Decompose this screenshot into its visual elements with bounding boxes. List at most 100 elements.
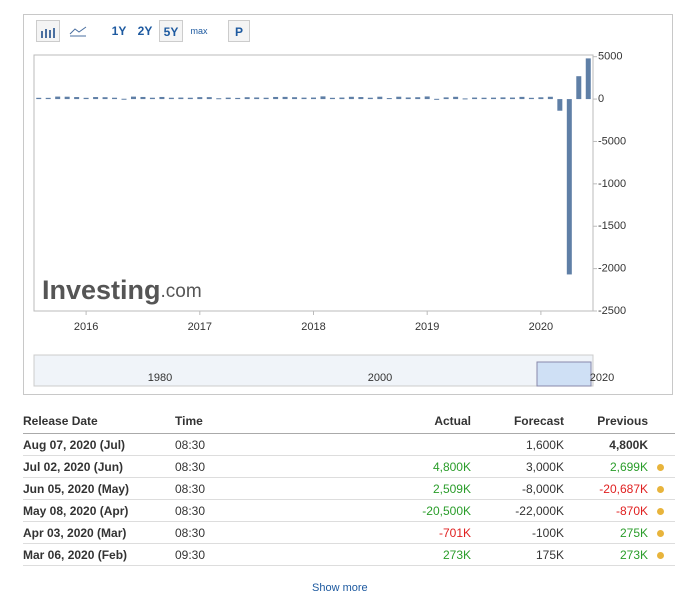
- bar: [159, 96, 165, 100]
- p-button[interactable]: P: [228, 20, 250, 42]
- bar: [424, 96, 430, 100]
- navigator-selection[interactable]: [536, 361, 592, 387]
- bar: [339, 97, 345, 100]
- bar: [55, 96, 61, 100]
- table-row: Aug 07, 2020 (Jul) 08:30 1,600K 4,800K: [23, 433, 675, 456]
- bar: [36, 97, 42, 100]
- table-row: May 08, 2020 (Apr) 08:30 -20,500K -22,000K -…: [23, 499, 675, 522]
- bar: [453, 96, 459, 100]
- bar: [538, 97, 544, 100]
- bar: [83, 97, 89, 100]
- bar: [187, 97, 193, 100]
- bar: [358, 97, 364, 100]
- header-cell: Previous: [564, 409, 648, 434]
- line-chart-button[interactable]: [66, 20, 90, 42]
- status-cell: [648, 521, 675, 544]
- bar: [528, 97, 534, 100]
- bar-chart-button[interactable]: [36, 20, 60, 42]
- table-row: Jun 05, 2020 (May) 08:30 2,509K -8,000K -20,…: [23, 477, 675, 500]
- bar: [396, 96, 402, 100]
- y-tick-label: 0: [598, 93, 604, 105]
- table-cell: -701K: [285, 521, 471, 544]
- navigator[interactable]: [33, 354, 594, 387]
- watermark-suffix: .com: [161, 281, 202, 302]
- table-cell: 2,699K: [564, 455, 648, 478]
- bar: [121, 98, 127, 100]
- status-dot: [657, 551, 664, 559]
- range-button[interactable]: 2Y: [137, 24, 153, 38]
- bar: [149, 97, 155, 100]
- bar: [130, 96, 136, 100]
- header-cell: Release Date: [23, 409, 175, 434]
- bar: [547, 96, 553, 100]
- table-cell: 273K: [285, 543, 471, 566]
- table-cell: 1,600K: [471, 433, 564, 456]
- x-tick-label: 2020: [529, 321, 553, 333]
- status-cell: [648, 499, 675, 522]
- table-row: Jul 02, 2020 (Jun) 08:30 4,800K 3,000K 2,699…: [23, 455, 675, 478]
- table-cell: Apr 03, 2020 (Mar): [23, 521, 175, 544]
- table-cell: May 08, 2020 (Apr): [23, 499, 175, 522]
- bar: [197, 97, 203, 100]
- bar: [443, 97, 449, 100]
- table-cell: Mar 06, 2020 (Feb): [23, 543, 175, 566]
- bar: [377, 96, 383, 100]
- bar: [585, 58, 591, 100]
- header-cell: Time: [175, 409, 285, 434]
- bar: [225, 97, 231, 100]
- bar: [168, 97, 174, 100]
- bar: [405, 97, 411, 100]
- watermark-brand: Investing: [42, 275, 161, 305]
- status-dot: [657, 529, 664, 537]
- table-cell: [285, 433, 471, 456]
- bar: [301, 97, 307, 100]
- range-button[interactable]: 5Y: [159, 20, 183, 42]
- status-cell: [648, 543, 675, 566]
- table-cell: -870K: [564, 499, 648, 522]
- bar: [576, 76, 582, 100]
- bar: [235, 97, 241, 100]
- table-header: Release Date Time Actual Forecast Previo…: [23, 409, 675, 434]
- bar: [216, 98, 222, 100]
- bar: [462, 98, 468, 100]
- bar: [112, 97, 118, 100]
- status-dot: [657, 463, 664, 471]
- table-cell: 08:30: [175, 499, 285, 522]
- bar: [292, 97, 298, 100]
- table-row: Apr 03, 2020 (Mar) 08:30 -701K -100K 275K: [23, 521, 675, 544]
- bar: [102, 97, 108, 100]
- bar: [415, 97, 421, 100]
- table-cell: 08:30: [175, 521, 285, 544]
- bar: [566, 99, 572, 275]
- y-tick-label: -1000: [598, 178, 626, 190]
- show-more[interactable]: Show more: [312, 582, 368, 594]
- bar: [472, 97, 478, 100]
- table-cell: 2,509K: [285, 477, 471, 500]
- y-tick-label: -2000: [598, 263, 626, 275]
- navigator-label: 1980: [148, 372, 172, 384]
- bar: [244, 97, 250, 100]
- y-tick-label: 5000: [598, 51, 622, 63]
- bar: [509, 97, 515, 100]
- plot-frame: [33, 54, 594, 312]
- y-tick-label: -5000: [598, 135, 626, 147]
- range-button[interactable]: max: [190, 26, 208, 36]
- table-cell: 4,800K: [285, 455, 471, 478]
- bar: [206, 97, 212, 100]
- bar: [140, 96, 146, 100]
- header-cell: Actual: [285, 409, 471, 434]
- bar: [386, 98, 392, 100]
- table-cell: -100K: [471, 521, 564, 544]
- bar: [311, 97, 316, 100]
- x-tick-label: 2018: [301, 321, 325, 333]
- bar: [254, 97, 260, 100]
- table-cell: Aug 07, 2020 (Jul): [23, 433, 175, 456]
- x-tick-label: 2017: [188, 321, 212, 333]
- table-cell: -8,000K: [471, 477, 564, 500]
- bar: [74, 97, 80, 100]
- bar: [367, 97, 373, 100]
- range-button[interactable]: 1Y: [111, 24, 127, 38]
- x-tick-label: 2019: [415, 321, 439, 333]
- table-cell: -22,000K: [471, 499, 564, 522]
